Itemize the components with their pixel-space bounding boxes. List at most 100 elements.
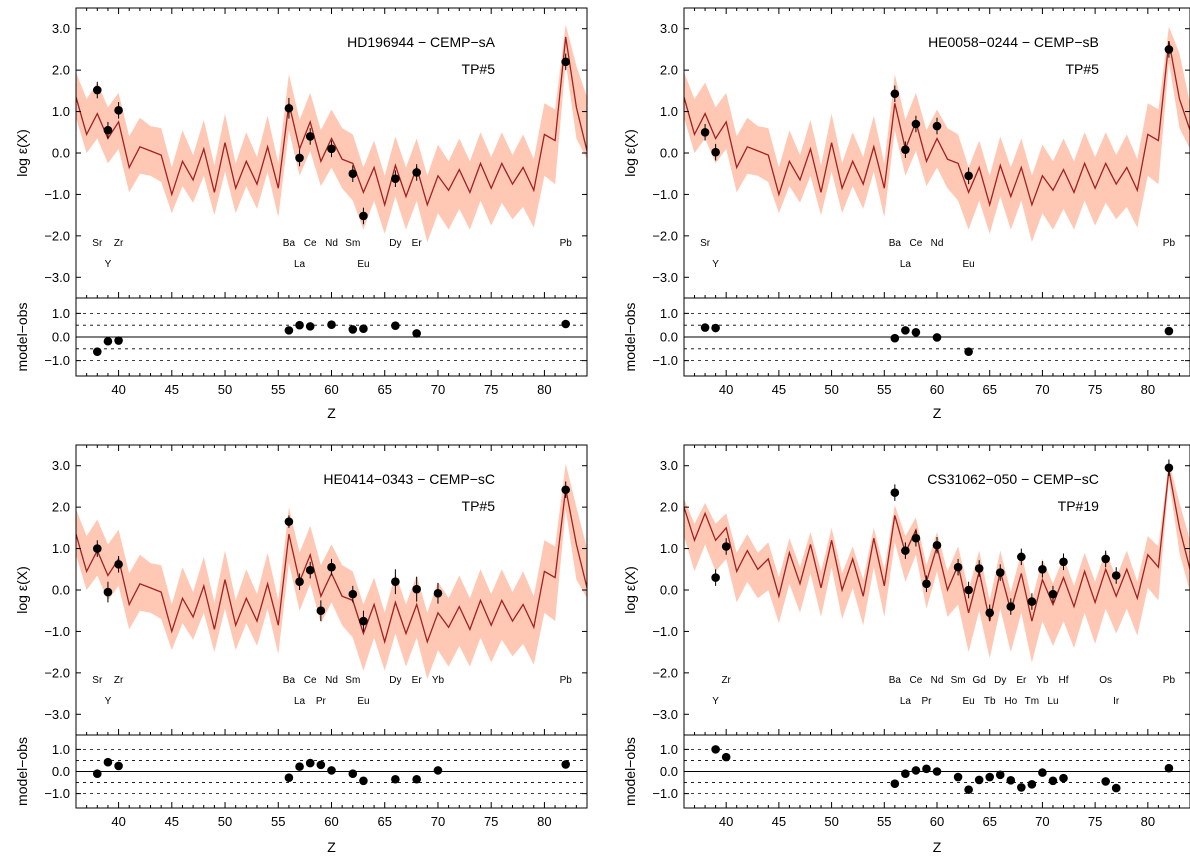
residual-point: [412, 329, 421, 338]
residual-y-tick-label: 1.0: [52, 306, 70, 321]
element-label: Y: [712, 259, 719, 270]
residual-y-tick-label: 1.0: [52, 742, 70, 757]
model-line: [76, 36, 587, 208]
y-tick-label: −2.0: [44, 228, 70, 243]
element-label: Ho: [1004, 696, 1017, 707]
residual-y-axis-title: model−obs: [14, 303, 30, 372]
residual-y-tick-label: 0.0: [660, 330, 678, 345]
observation-point: [964, 585, 973, 595]
residual-y-tick-label: 0.0: [52, 330, 70, 345]
x-tick-label: 60: [930, 382, 944, 397]
residual-point: [964, 347, 973, 356]
element-label: Nd: [931, 238, 944, 249]
element-label: Zr: [721, 675, 731, 686]
element-label: Ce: [910, 675, 923, 686]
x-tick-label: 80: [1141, 814, 1155, 829]
element-label: La: [900, 696, 912, 707]
residual-point: [890, 779, 900, 788]
x-tick-label: 70: [431, 382, 445, 397]
element-label: Ba: [283, 238, 296, 249]
x-tick-label: 70: [431, 814, 445, 829]
residual-point: [1101, 777, 1110, 786]
residual-point: [890, 333, 900, 343]
element-label: Pr: [316, 696, 327, 707]
residual-y-axis-title: model−obs: [14, 737, 30, 806]
x-tick-label: 45: [165, 382, 179, 397]
chart-panel-1: Sr Zr Ba Ce Nd Sm Dy Er Pb Y La Eu 3.0 2.0 1.0 0.0 −1.0 −…: [14, 7, 588, 421]
element-label: Pr: [921, 696, 932, 707]
residual-point: [348, 769, 358, 779]
chart-panel-3: Sr Zr Ba Ce Nd Sm Dy Er Yb Pb Y La Pr Eu 3.0 2.0 1.0 0.0 −…: [14, 444, 588, 855]
observation-point: [711, 147, 720, 157]
element-label: Dy: [389, 675, 401, 686]
element-label: Gd: [972, 675, 985, 686]
observation-point: [1059, 557, 1068, 567]
y-tick-label: 0.0: [52, 146, 70, 161]
element-label: Zr: [114, 675, 124, 686]
model-uncertainty-band: [76, 24, 587, 243]
x-tick-label: 65: [982, 814, 996, 829]
residual-point: [1164, 326, 1174, 336]
element-label: Sr: [700, 238, 711, 249]
observation-point: [911, 533, 921, 543]
observation-point: [412, 584, 421, 594]
element-label: Y: [105, 259, 112, 270]
observation-point: [1164, 45, 1174, 54]
element-label: Nd: [325, 238, 338, 249]
residual-point: [561, 760, 571, 769]
observation-point: [901, 145, 910, 154]
y-tick-label: −1.0: [652, 624, 678, 639]
residual-point: [295, 320, 304, 330]
residual-point: [305, 322, 315, 331]
x-tick-label: 55: [271, 814, 285, 829]
residual-point: [114, 336, 123, 345]
observation-point: [1164, 463, 1174, 473]
element-label: Tm: [1025, 696, 1039, 707]
x-tick-label: 40: [111, 382, 125, 397]
element-label: Lu: [1047, 696, 1058, 707]
x-tick-label: 60: [324, 814, 338, 829]
panel-subtitle: TP#5: [462, 61, 496, 77]
y-tick-label: 3.0: [52, 458, 70, 473]
observation-point: [1038, 564, 1047, 574]
residual-y-tick-label: 0.0: [660, 764, 678, 779]
observation-point: [114, 560, 123, 569]
observation-point: [561, 485, 571, 495]
residual-point: [103, 757, 113, 767]
y-tick-label: −2.0: [44, 665, 70, 680]
element-label: Yb: [432, 675, 445, 686]
x-axis-title: Z: [933, 839, 942, 855]
observation-point: [92, 544, 102, 553]
element-label: Pb: [1163, 675, 1176, 686]
residual-y-axis-title: model−obs: [622, 303, 638, 372]
element-label: Sm: [951, 675, 966, 686]
chart-panel-2: Sr Ba Ce Nd Pb Y La Eu 3.0 2.0 1.0 0.0 −1.0 −2.0 −3.0 H…: [622, 7, 1190, 421]
residual-point: [1111, 783, 1121, 793]
element-label: La: [294, 696, 306, 707]
residual-point: [964, 785, 973, 794]
x-tick-label: 75: [484, 382, 498, 397]
residual-point: [901, 769, 910, 779]
observation-point: [284, 517, 294, 526]
residual-point: [1059, 773, 1068, 783]
residual-point: [932, 767, 942, 776]
element-label: Pb: [1163, 238, 1176, 249]
x-tick-label: 80: [537, 382, 551, 397]
residual-point: [295, 762, 304, 771]
observation-point: [964, 171, 973, 181]
residual-point: [284, 773, 294, 782]
x-tick-label: 80: [537, 814, 551, 829]
element-label: Eu: [357, 259, 369, 270]
observation-point: [295, 153, 304, 163]
observation-point: [295, 577, 304, 587]
observation-point: [901, 546, 910, 555]
y-tick-label: −3.0: [44, 707, 70, 722]
element-label: Ir: [1113, 696, 1120, 707]
observation-point: [932, 540, 942, 550]
residual-y-tick-label: −1.0: [44, 353, 70, 368]
residual-y-tick-label: −1.0: [652, 353, 678, 368]
element-label: Ce: [304, 675, 317, 686]
observation-point: [1027, 597, 1037, 606]
residual-point: [316, 760, 326, 770]
x-axis-title: Z: [327, 839, 336, 855]
